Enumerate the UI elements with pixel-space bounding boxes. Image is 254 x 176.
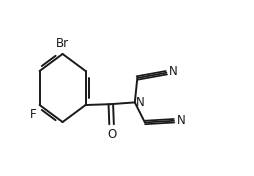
Text: F: F: [30, 108, 37, 121]
Text: Br: Br: [56, 37, 69, 50]
Text: N: N: [169, 65, 178, 78]
Text: N: N: [177, 114, 185, 127]
Text: O: O: [107, 128, 117, 141]
Text: N: N: [136, 96, 145, 109]
